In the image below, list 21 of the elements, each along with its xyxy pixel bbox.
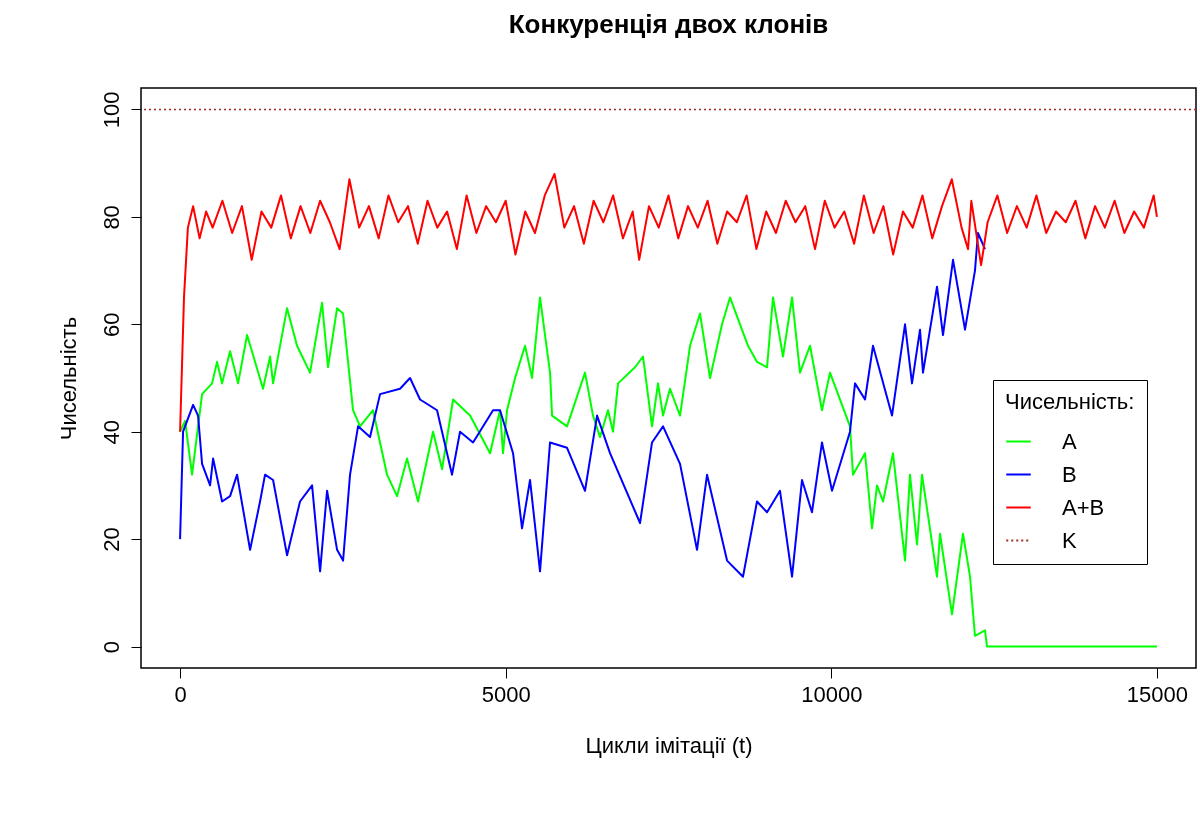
x-tick-label: 10000 xyxy=(801,681,863,707)
y-tick-label: 60 xyxy=(98,312,124,338)
chart-title: Конкуренція двох клонів xyxy=(508,9,829,39)
x-tick-label: 5000 xyxy=(481,681,531,707)
y-tick-label: 80 xyxy=(98,205,124,230)
legend-title: Чисельність: xyxy=(1005,389,1135,414)
x-tick-label: 0 xyxy=(174,681,187,707)
line-series xyxy=(179,296,1158,648)
legend-label: B xyxy=(1062,461,1077,487)
line-series xyxy=(179,172,1158,433)
legend-label: A xyxy=(1062,428,1077,454)
x-tick-label: 15000 xyxy=(1126,681,1189,707)
legend-label: A+B xyxy=(1062,494,1105,520)
y-tick-label: 40 xyxy=(98,419,124,445)
x-axis-title: Цикли імітації (t) xyxy=(585,732,753,758)
line-series xyxy=(179,232,986,578)
y-axis-title: Чисельність xyxy=(55,316,81,441)
y-tick-label: 0 xyxy=(98,640,124,654)
legend-label: K xyxy=(1062,527,1077,553)
y-tick-label: 20 xyxy=(98,527,124,552)
y-tick-label: 100 xyxy=(98,91,124,129)
